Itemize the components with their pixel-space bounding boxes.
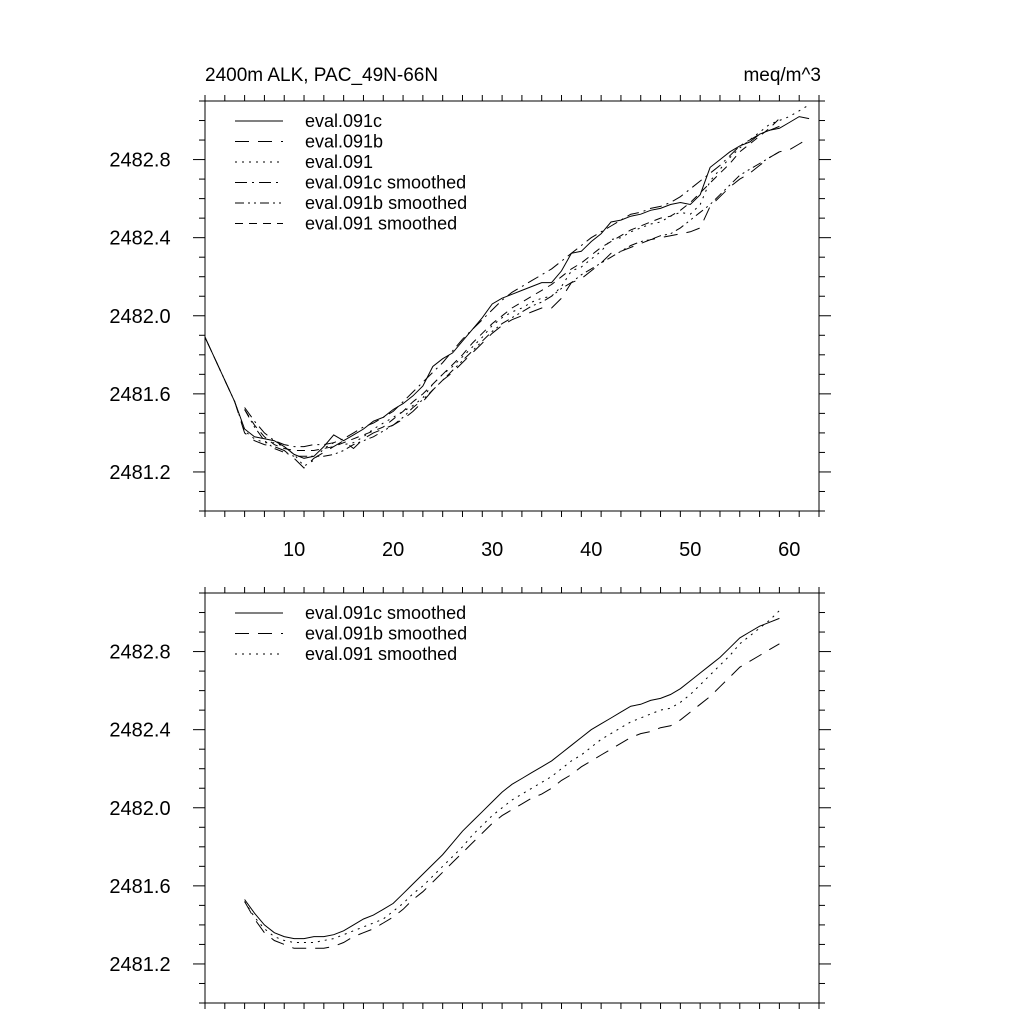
y-tick-label: 2481.2 bbox=[109, 462, 170, 484]
y-tick-label: 2481.2 bbox=[109, 954, 170, 976]
y-tick-label: 2482.4 bbox=[109, 720, 170, 742]
x-tick-label: 40 bbox=[580, 539, 602, 561]
y-tick-label: 2482.8 bbox=[109, 150, 170, 172]
y-tick-label: 2482.4 bbox=[109, 228, 170, 250]
legend-label: eval.091b bbox=[305, 132, 383, 152]
chart-units: meq/m^3 bbox=[743, 65, 821, 86]
legend-label: eval.091b smoothed bbox=[305, 624, 467, 644]
bottom-panel: 2481.2 2481.6 2482.0 2482.4 2482.8 eval.091c … bbox=[109, 587, 831, 1009]
y-tick-label: 2482.0 bbox=[109, 798, 170, 820]
top-panel: 10 20 30 40 50 60 2481.2 2481.6 2482.0 2482.4 2482… bbox=[109, 65, 831, 561]
series-line-4 bbox=[244, 125, 780, 448]
legend-label: eval.091c smoothed bbox=[305, 603, 466, 623]
legend-label: eval.091 smoothed bbox=[305, 214, 457, 234]
series-line-1 bbox=[244, 617, 780, 940]
legend-label: eval.091b smoothed bbox=[305, 193, 467, 213]
series-line-2 bbox=[244, 643, 780, 949]
plot-frame bbox=[204, 100, 820, 512]
y-tick-label: 2481.6 bbox=[109, 384, 170, 406]
x-tick-label: 20 bbox=[382, 539, 404, 561]
legend-label: eval.091c bbox=[305, 111, 382, 131]
series-line-2 bbox=[204, 137, 810, 469]
series-line-3 bbox=[244, 610, 780, 943]
x-tick-label: 10 bbox=[283, 539, 305, 561]
series-line-1 bbox=[204, 116, 810, 459]
x-tick-label: 30 bbox=[481, 539, 503, 561]
legend-label: eval.091 smoothed bbox=[305, 644, 457, 664]
chart-title: 2400m ALK, PAC_49N-66N bbox=[205, 65, 438, 86]
x-tick-label: 60 bbox=[778, 539, 800, 561]
x-tick-label: 50 bbox=[679, 539, 701, 561]
series-line-3 bbox=[204, 104, 810, 467]
y-tick-label: 2482.0 bbox=[109, 306, 170, 328]
plot-frame bbox=[204, 592, 820, 1004]
legend-label: eval.091c smoothed bbox=[305, 173, 466, 193]
legend-label: eval.091 bbox=[305, 152, 373, 172]
y-tick-label: 2482.8 bbox=[109, 642, 170, 664]
y-tick-label: 2481.6 bbox=[109, 876, 170, 898]
series-line-6 bbox=[244, 118, 780, 451]
